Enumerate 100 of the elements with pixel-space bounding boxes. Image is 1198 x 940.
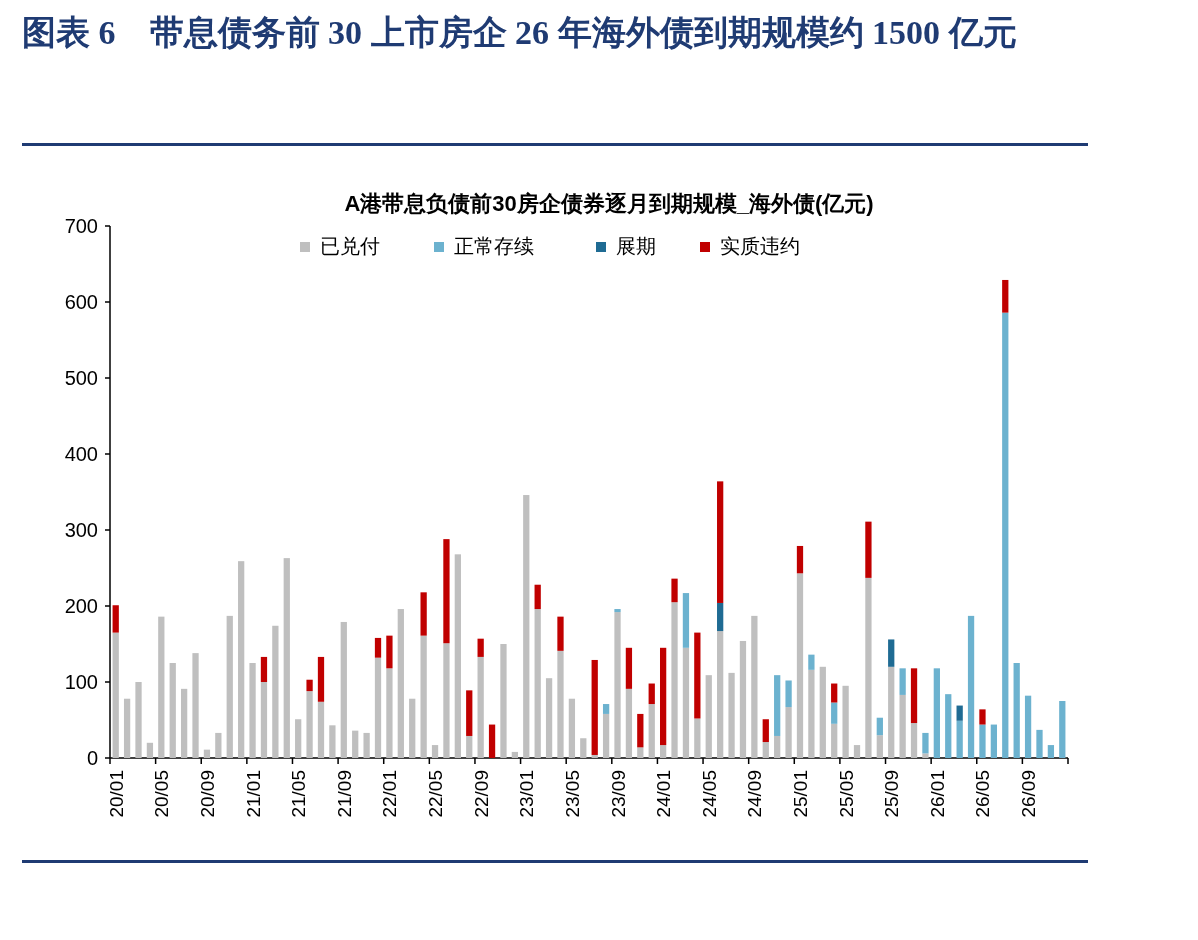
bar (625, 688, 633, 758)
bar (774, 675, 781, 736)
bar (910, 668, 918, 724)
bar (283, 558, 290, 758)
bar (352, 730, 359, 758)
bar (1024, 695, 1032, 758)
bar (865, 577, 872, 758)
bar (808, 654, 815, 670)
bar (135, 682, 142, 758)
bar (488, 724, 496, 758)
bar (648, 683, 655, 705)
x-tick-label: 20/09 (196, 770, 218, 818)
bar (637, 713, 644, 748)
bar (602, 704, 610, 714)
bar (112, 632, 119, 758)
bar (123, 698, 131, 758)
bar (306, 691, 313, 758)
bar (739, 640, 747, 758)
x-tick-label: 24/09 (744, 770, 766, 818)
x-tick-label: 23/01 (516, 770, 538, 818)
y-tick-label: 0 (86, 747, 98, 769)
bar (637, 747, 644, 758)
bar (363, 732, 370, 758)
bar (249, 663, 256, 758)
bar (990, 724, 998, 758)
bar (705, 675, 712, 758)
bar (671, 578, 678, 603)
bar (500, 644, 507, 758)
x-tick-label: 20/01 (105, 770, 127, 818)
bar (317, 701, 325, 758)
x-tick-label: 25/09 (881, 770, 903, 818)
bar (557, 650, 564, 758)
bar (397, 609, 404, 758)
bar (306, 679, 313, 692)
bar (922, 732, 929, 754)
bar (511, 751, 519, 758)
x-tick-label: 24/01 (653, 770, 675, 818)
bar (158, 616, 165, 758)
bar (238, 561, 245, 758)
bar (945, 694, 952, 758)
bar (625, 647, 633, 689)
bar (568, 698, 576, 758)
bar (477, 656, 484, 758)
x-tick-label: 23/05 (561, 770, 583, 818)
bar (614, 612, 621, 758)
bar (443, 643, 450, 758)
x-tick-label: 21/09 (333, 770, 355, 818)
chart-subtitle: A港带息负债前30房企债券逐月到期规模_海外债(亿元) (344, 191, 874, 216)
bar (329, 725, 336, 758)
bar (386, 635, 393, 669)
x-tick-label: 25/01 (789, 770, 811, 818)
bar (112, 605, 119, 633)
bar (534, 609, 541, 758)
bar (967, 615, 975, 758)
bar (169, 663, 176, 758)
bar (831, 683, 838, 703)
legend-label: 正常存续 (454, 235, 534, 257)
bar (762, 719, 769, 743)
bar (591, 659, 598, 755)
bar (694, 718, 701, 758)
bar (671, 602, 678, 758)
bar (534, 584, 541, 610)
y-tick-label: 400 (64, 443, 98, 465)
bar (146, 742, 154, 758)
bar (454, 554, 461, 758)
bar (374, 637, 382, 658)
bar (842, 685, 849, 758)
bar (717, 481, 724, 603)
bar (386, 668, 393, 758)
bar (876, 717, 883, 736)
bar (660, 647, 667, 746)
bar (922, 753, 929, 758)
bar (831, 702, 838, 724)
bar (899, 668, 906, 695)
bar (876, 735, 883, 758)
bar (466, 735, 473, 758)
bar (910, 723, 918, 758)
bar (272, 625, 279, 758)
bar (614, 609, 621, 613)
bar (785, 707, 792, 758)
bar (853, 745, 861, 758)
x-tick-label: 21/05 (288, 770, 310, 818)
bar (831, 723, 838, 758)
x-tick-label: 26/09 (1018, 770, 1040, 818)
chart-title: 图表 6 带息债务前 30 上市房企 26 年海外债到期规模约 1500 亿元 (22, 14, 1017, 51)
x-tick-label: 22/01 (379, 770, 401, 818)
bar (226, 615, 233, 758)
bar (796, 545, 804, 574)
bar (545, 678, 553, 758)
x-tick-label: 21/01 (242, 770, 264, 818)
bar (796, 573, 804, 758)
bar (1036, 729, 1043, 758)
bar (979, 724, 986, 758)
bar (888, 639, 895, 667)
x-tick-label: 22/05 (425, 770, 447, 818)
bar (260, 682, 268, 758)
y-tick-label: 700 (64, 215, 98, 237)
bar (420, 635, 427, 758)
bar (260, 656, 268, 682)
bar (956, 705, 963, 721)
